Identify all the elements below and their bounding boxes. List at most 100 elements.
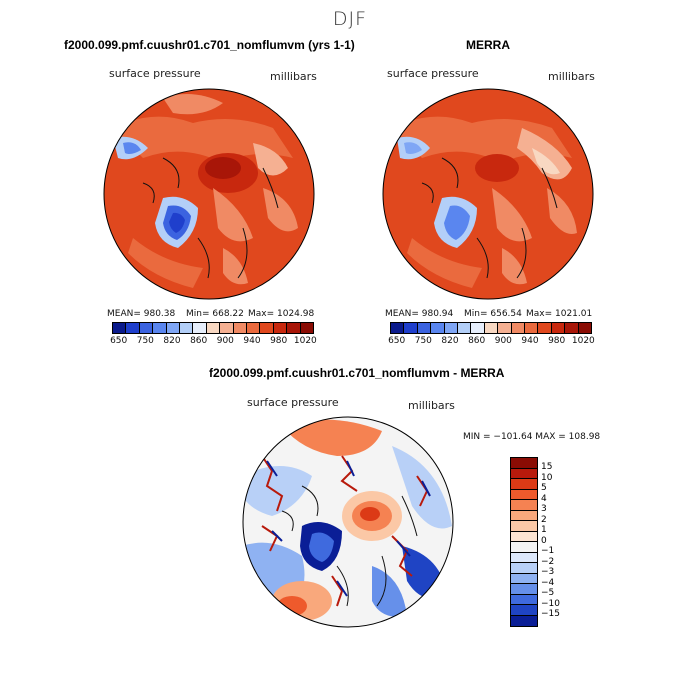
panel-1-max: Max= 1024.98 bbox=[248, 309, 315, 319]
colorbar-tick-label: 980 bbox=[270, 336, 288, 346]
panel-1-colorbar bbox=[112, 322, 314, 334]
diff-panel-polar-map bbox=[242, 416, 454, 628]
diff-colorbar-swatch bbox=[511, 542, 537, 553]
colorbar-swatch bbox=[273, 323, 288, 333]
colorbar-tick-label: 820 bbox=[441, 336, 459, 346]
diff-colorbar-swatch bbox=[511, 615, 537, 626]
diff-colorbar-tick-label: 3 bbox=[541, 504, 547, 514]
colorbar-swatch bbox=[180, 323, 194, 333]
colorbar-swatch bbox=[220, 323, 234, 333]
colorbar-swatch bbox=[458, 323, 472, 333]
colorbar-tick-label: 940 bbox=[243, 336, 261, 346]
diff-colorbar-ticks: 15 10 5 4 3 2 1 0 −1 −2 −3 −4 −5 −10 −15 bbox=[541, 462, 560, 620]
colorbar-tick-label: 980 bbox=[548, 336, 566, 346]
colorbar-swatch bbox=[565, 323, 579, 333]
colorbar-swatch bbox=[578, 323, 592, 333]
panel-1-mean: MEAN= 980.38 bbox=[107, 309, 176, 319]
diff-colorbar bbox=[510, 457, 538, 627]
colorbar-swatch bbox=[404, 323, 418, 333]
colorbar-swatch bbox=[206, 323, 221, 333]
diff-colorbar-tick-label: −3 bbox=[541, 567, 555, 577]
diff-colorbar-tick-label: 10 bbox=[541, 472, 553, 483]
diff-colorbar-tick-label: −10 bbox=[541, 598, 560, 609]
colorbar-tick-label: 940 bbox=[521, 336, 539, 346]
diff-panel-units: millibars bbox=[408, 399, 455, 412]
panel-1-polar-map bbox=[103, 88, 315, 300]
diff-colorbar-swatch bbox=[511, 479, 537, 490]
diff-colorbar-tick-label: −1 bbox=[541, 546, 555, 556]
colorbar-swatch bbox=[391, 323, 405, 333]
diff-colorbar-swatch bbox=[511, 510, 537, 521]
season-title: DJF bbox=[332, 8, 368, 30]
colorbar-swatch bbox=[417, 323, 432, 333]
colorbar-swatch bbox=[166, 323, 181, 333]
colorbar-tick-label: 650 bbox=[388, 336, 406, 346]
diff-colorbar-swatch bbox=[511, 563, 537, 574]
diff-colorbar-tick-label: 0 bbox=[541, 535, 547, 546]
diff-panel-title: f2000.099.pmf.cuushr01.c701_nomflumvm - … bbox=[209, 366, 505, 380]
panel-2-variable: surface pressure bbox=[387, 67, 479, 80]
colorbar-tick-label: 820 bbox=[163, 336, 181, 346]
colorbar-tick-label: 860 bbox=[468, 336, 486, 346]
diff-colorbar-tick-label: 1 bbox=[541, 525, 547, 535]
diff-colorbar-tick-label: −4 bbox=[541, 577, 555, 588]
colorbar-swatch bbox=[498, 323, 512, 333]
diff-colorbar-swatch bbox=[511, 573, 537, 584]
colorbar-swatch bbox=[287, 323, 301, 333]
colorbar-swatch bbox=[300, 323, 314, 333]
diff-colorbar-swatch bbox=[511, 521, 537, 532]
colorbar-swatch bbox=[431, 323, 445, 333]
colorbar-swatch bbox=[444, 323, 459, 333]
diff-colorbar-tick-label: −2 bbox=[541, 556, 555, 567]
colorbar-swatch bbox=[126, 323, 140, 333]
diff-colorbar-swatch bbox=[511, 605, 537, 616]
colorbar-tick-label: 860 bbox=[190, 336, 208, 346]
colorbar-tick-label: 650 bbox=[110, 336, 128, 346]
colorbar-swatch bbox=[139, 323, 154, 333]
diff-colorbar-swatch bbox=[511, 458, 537, 469]
diff-colorbar-swatch bbox=[511, 552, 537, 563]
colorbar-swatch bbox=[247, 323, 261, 333]
colorbar-swatch bbox=[471, 323, 485, 333]
panel-2-max: Max= 1021.01 bbox=[526, 309, 593, 319]
colorbar-swatch bbox=[551, 323, 566, 333]
diff-colorbar-swatch bbox=[511, 500, 537, 511]
diff-colorbar-tick-label: 2 bbox=[541, 514, 547, 525]
colorbar-swatch bbox=[233, 323, 248, 333]
diff-panel-variable: surface pressure bbox=[247, 396, 339, 409]
colorbar-tick-label: 900 bbox=[494, 336, 512, 346]
diff-colorbar-tick-label: −5 bbox=[541, 588, 555, 598]
panel-1-units: millibars bbox=[270, 70, 317, 83]
panel-2-colorbar bbox=[390, 322, 592, 334]
diff-colorbar-swatch bbox=[511, 468, 537, 479]
diff-colorbar-tick-label: −15 bbox=[541, 609, 560, 619]
diff-colorbar-swatch bbox=[511, 531, 537, 542]
diff-colorbar-swatch bbox=[511, 489, 537, 500]
colorbar-swatch bbox=[484, 323, 499, 333]
colorbar-swatch bbox=[193, 323, 207, 333]
panel-2-min: Min= 656.54 bbox=[464, 309, 522, 319]
colorbar-swatch bbox=[538, 323, 552, 333]
colorbar-tick-label: 750 bbox=[414, 336, 432, 346]
panel-2-title: MERRA bbox=[466, 38, 510, 52]
colorbar-tick-label: 1020 bbox=[571, 336, 595, 346]
colorbar-swatch bbox=[113, 323, 127, 333]
diff-panel-minmax: MIN = −101.64 MAX = 108.98 bbox=[463, 432, 601, 442]
panel-1-variable: surface pressure bbox=[109, 67, 201, 80]
colorbar-swatch bbox=[511, 323, 526, 333]
colorbar-swatch bbox=[525, 323, 539, 333]
panel-1-title: f2000.099.pmf.cuushr01.c701_nomflumvm (y… bbox=[64, 38, 355, 52]
colorbar-swatch bbox=[260, 323, 274, 333]
diff-colorbar-tick-label: 15 bbox=[541, 462, 553, 472]
panel-1-min: Min= 668.22 bbox=[186, 309, 244, 319]
colorbar-tick-label: 750 bbox=[136, 336, 154, 346]
diff-colorbar-tick-label: 5 bbox=[541, 483, 547, 493]
diff-colorbar-tick-label: 4 bbox=[541, 493, 547, 504]
diff-colorbar-swatch bbox=[511, 594, 537, 605]
diff-colorbar-swatch bbox=[511, 584, 537, 595]
panel-2-mean: MEAN= 980.94 bbox=[385, 309, 454, 319]
colorbar-tick-label: 900 bbox=[216, 336, 234, 346]
panel-2-polar-map bbox=[382, 88, 594, 300]
colorbar-swatch bbox=[153, 323, 167, 333]
colorbar-tick-label: 1020 bbox=[293, 336, 317, 346]
